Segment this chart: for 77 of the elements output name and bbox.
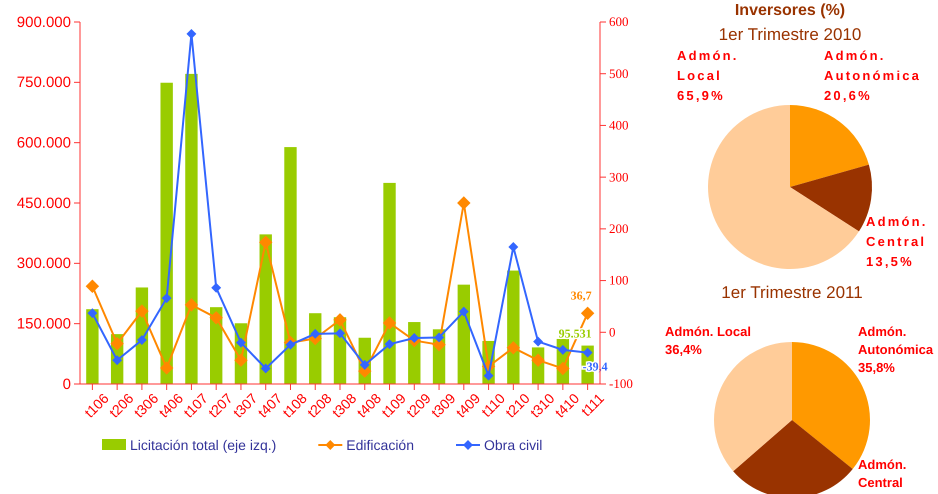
point xyxy=(236,338,246,348)
point xyxy=(533,336,544,347)
point xyxy=(333,313,347,327)
point xyxy=(335,328,345,338)
point xyxy=(556,362,570,376)
y-tick-label: 0 xyxy=(62,376,71,393)
bar xyxy=(383,182,396,384)
slice-label: Admón. Local xyxy=(677,48,739,83)
point xyxy=(310,328,320,339)
y2-tick-label: -100 xyxy=(609,376,633,392)
point xyxy=(531,353,545,367)
bar xyxy=(160,82,173,384)
slice-label: Admón. Central xyxy=(858,457,906,490)
data-label: 36,4% xyxy=(665,342,702,357)
point xyxy=(409,333,420,343)
y-tick-label: 900.000 xyxy=(16,14,71,31)
y2-tick-label: 500 xyxy=(609,66,628,81)
pie-slice xyxy=(790,105,869,187)
chart-subtitle: 1er Trimestre 2010 xyxy=(718,25,862,44)
point xyxy=(211,282,222,293)
y2-tick-label: 400 xyxy=(609,118,628,133)
bar xyxy=(86,309,99,384)
point xyxy=(160,361,174,375)
pie-slice xyxy=(708,105,859,269)
bar xyxy=(458,284,470,384)
point xyxy=(506,341,520,355)
bar xyxy=(284,147,297,384)
point xyxy=(382,316,396,330)
point xyxy=(136,335,147,345)
point xyxy=(558,344,568,355)
point xyxy=(135,304,149,318)
point xyxy=(580,306,594,320)
point xyxy=(258,236,272,250)
data-label: 13,5% xyxy=(866,254,914,269)
point xyxy=(110,336,124,350)
point xyxy=(209,311,223,325)
point xyxy=(86,280,100,293)
slice-label: Admón. Autonómica xyxy=(824,48,922,83)
data-label: 65,9% xyxy=(677,88,725,103)
y-tick-label: 150.000 xyxy=(16,315,71,332)
y2-tick-label: 100 xyxy=(609,272,628,288)
y-tick-label: 750.000 xyxy=(16,74,71,92)
point xyxy=(162,293,172,304)
y2-tick-label: 0 xyxy=(609,324,616,340)
point xyxy=(484,370,494,381)
point xyxy=(458,306,469,317)
y-tick-label: 600.000 xyxy=(16,134,71,152)
legend-label: Obra civil xyxy=(484,437,542,453)
point xyxy=(234,353,248,367)
point xyxy=(87,308,98,318)
point xyxy=(582,348,593,358)
slice-label: Admón. Central xyxy=(866,214,928,249)
point xyxy=(260,364,271,374)
y-tick-label: 300.000 xyxy=(16,255,71,272)
slice-label: Admón. Autonómica xyxy=(858,324,934,357)
point xyxy=(384,339,394,350)
point xyxy=(112,355,122,366)
x-tick-label: t111 xyxy=(578,390,608,420)
bar xyxy=(185,74,198,384)
legend-label: Edificación xyxy=(346,437,414,453)
slice-label: Admón. Local xyxy=(665,324,751,339)
chart-title: Inversores (%) xyxy=(734,2,846,19)
point xyxy=(184,298,198,312)
y2-tick-label: 200 xyxy=(609,221,628,236)
data-label: 35,8% xyxy=(858,360,896,375)
chart-title: 1er Trimestre 2011 xyxy=(721,283,863,302)
bar xyxy=(507,270,520,384)
y2-tick-label: 300 xyxy=(609,169,628,184)
point xyxy=(186,28,196,39)
legend-label: Licitación total (eje izq.) xyxy=(130,437,276,453)
point xyxy=(360,360,370,370)
y-tick-label: 450.000 xyxy=(16,194,71,212)
y2-tick-label: 600 xyxy=(609,14,628,30)
data-label: 20,6% xyxy=(824,88,872,103)
data-label: 36,7 xyxy=(570,288,592,302)
point xyxy=(508,242,518,252)
point xyxy=(434,332,444,342)
